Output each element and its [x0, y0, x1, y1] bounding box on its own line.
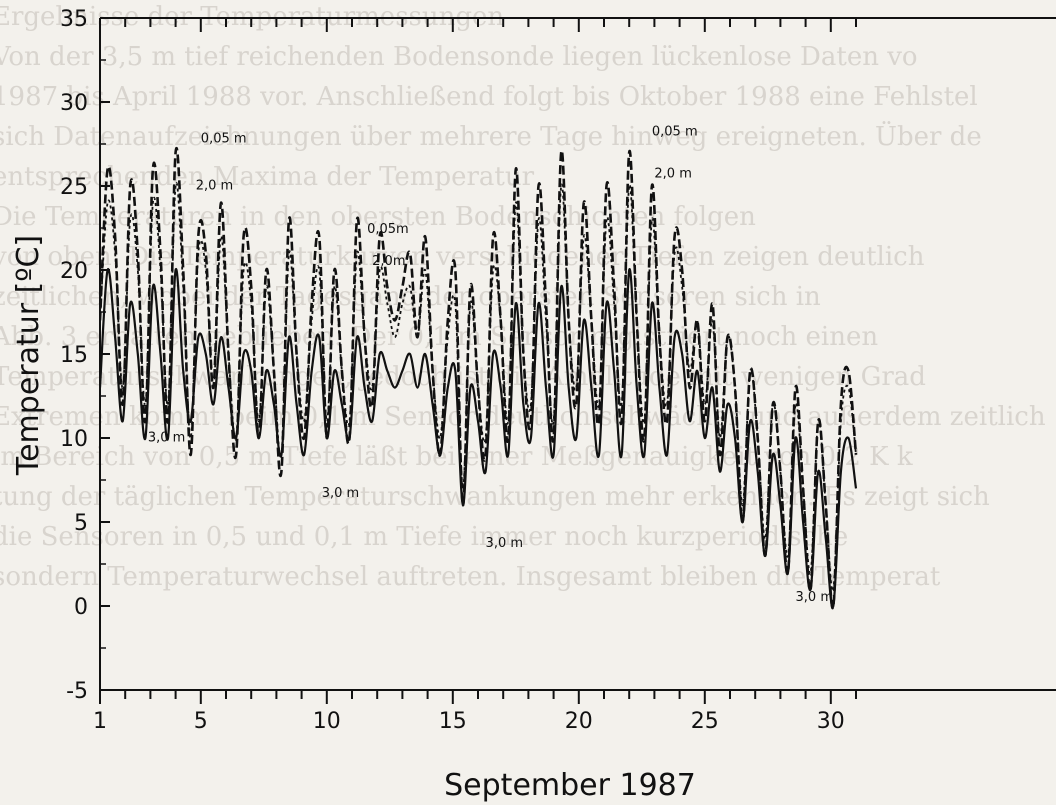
depth-annotation: 0,05 m — [201, 131, 247, 146]
x-tick-label: 25 — [691, 709, 719, 734]
depth-annotation: 3,0 m — [322, 486, 359, 501]
depth-annotation: 2,0 m — [196, 178, 233, 193]
x-axis-label: September 1987 — [444, 768, 696, 803]
depth-annotation: 0,05 m — [652, 125, 698, 140]
depth-annotation: 3,0 m — [486, 536, 523, 551]
y-tick-label: 25 — [60, 175, 88, 200]
x-tick-label: 10 — [313, 709, 341, 734]
depth-annotation: 2,0m — [372, 254, 405, 269]
depth-annotation: 2,0 m — [654, 167, 691, 182]
depth-annotation: 0,05m — [367, 222, 409, 237]
y-tick-label: -5 — [66, 679, 88, 704]
y-tick-label: 10 — [60, 427, 88, 452]
y-tick-label: 20 — [60, 259, 88, 284]
x-tick-label: 5 — [194, 709, 208, 734]
x-tick-label: 30 — [817, 709, 845, 734]
y-tick-label: 0 — [74, 595, 88, 620]
series-line-0-05-m — [100, 147, 858, 610]
x-tick-label: 1 — [93, 709, 107, 734]
y-tick-label: 15 — [60, 343, 88, 368]
series-line-2-0-m — [100, 182, 857, 592]
y-tick-label: 35 — [60, 7, 88, 32]
x-tick-label: 20 — [565, 709, 593, 734]
depth-annotation: 3,0 m — [148, 430, 185, 445]
y-tick-label: 5 — [74, 511, 88, 536]
series-line-3-0-m — [100, 268, 858, 609]
y-tick-label: 30 — [60, 91, 88, 116]
depth-annotation: 3,0 m — [796, 590, 833, 605]
y-axis-label: Temperatur [ºC] — [11, 235, 46, 476]
x-tick-label: 15 — [439, 709, 467, 734]
